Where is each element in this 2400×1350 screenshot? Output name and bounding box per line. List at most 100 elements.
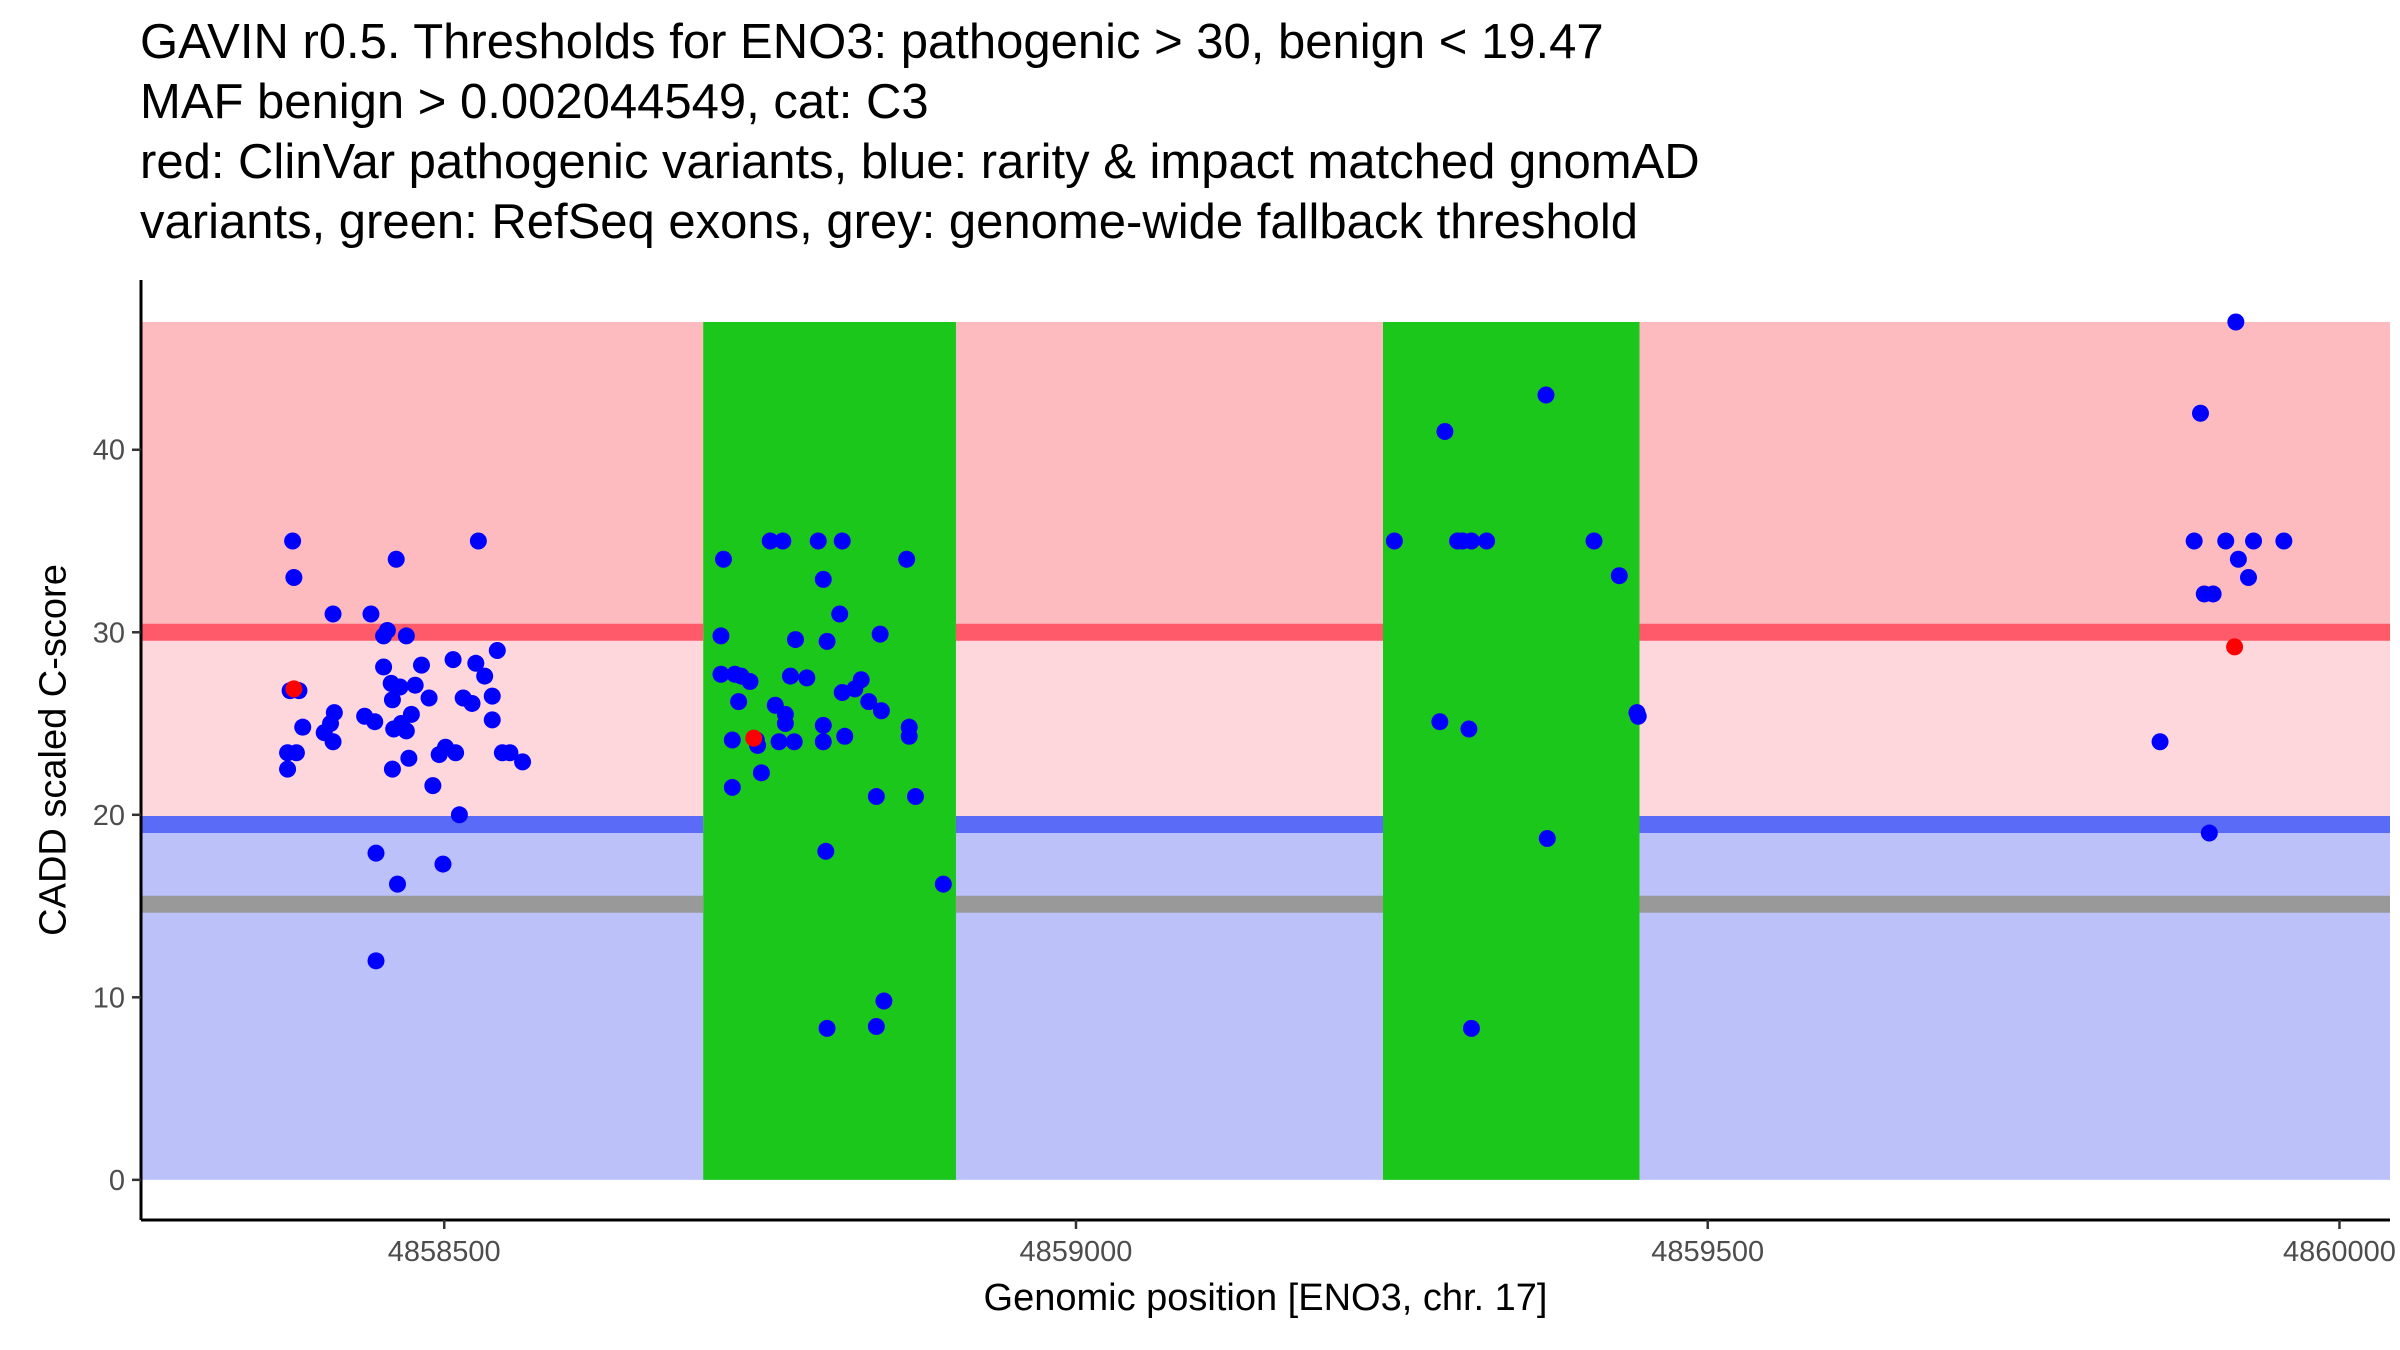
gnomad-point-116 — [2151, 733, 2169, 751]
gnomad-point-28 — [391, 678, 409, 696]
exon-region-1 — [703, 321, 956, 1180]
gnomad-point-14 — [362, 605, 380, 623]
y-tick-label-20: 20 — [93, 800, 125, 832]
gnomad-point-122 — [2217, 532, 2235, 550]
gnomad-point-47 — [469, 532, 487, 550]
gnomad-point-76 — [798, 669, 816, 687]
gnomad-point-99 — [907, 788, 925, 806]
gnomad-point-115 — [1629, 707, 1647, 725]
gnomad-point-48 — [476, 667, 494, 685]
threshold-bands — [141, 321, 2390, 1180]
gnomad-point-83 — [818, 1019, 836, 1037]
gnomad-point-39 — [434, 855, 452, 873]
gnomad-point-102 — [1431, 713, 1449, 731]
gnomad-point-13 — [325, 704, 343, 722]
gnomad-point-78 — [814, 570, 832, 588]
benign-zone — [141, 824, 2390, 1180]
gnomad-point-79 — [818, 632, 836, 650]
gnomad-point-41 — [444, 651, 462, 669]
gnomad-point-43 — [450, 806, 468, 824]
gnomad-point-20 — [378, 621, 396, 639]
x-tick-label-4860000: 4860000 — [2283, 1236, 2396, 1268]
gnomad-point-7 — [287, 744, 305, 762]
gnomad-point-75 — [786, 631, 804, 649]
data-points — [279, 313, 2293, 1037]
gnomad-point-93 — [871, 625, 889, 643]
gnomad-point-35 — [412, 656, 430, 674]
gnomad-point-1 — [284, 532, 302, 550]
gnomad-point-18 — [367, 844, 385, 862]
gnomad-point-113 — [1610, 567, 1628, 585]
x-axis-title: Genomic position [ENO3, chr. 17] — [984, 1277, 1548, 1319]
gnomad-point-60 — [723, 731, 741, 749]
gnomad-point-31 — [400, 749, 418, 767]
gnomad-point-5 — [294, 718, 312, 736]
title-line-1: GAVIN r0.5. Thresholds for ENO3: pathoge… — [140, 15, 1604, 69]
gnomad-point-37 — [424, 777, 442, 795]
intermediate-zone — [141, 632, 2390, 825]
gnomad-point-33 — [402, 705, 420, 723]
title-line-4: variants, green: RefSeq exons, grey: gen… — [140, 195, 1639, 249]
gnomad-point-84 — [833, 532, 851, 550]
gnomad-point-23 — [383, 691, 401, 709]
gnomad-point-34 — [406, 676, 424, 694]
gnomad-point-112 — [1585, 532, 1603, 550]
gnomad-point-54 — [514, 753, 532, 771]
gnomad-point-27 — [388, 875, 406, 893]
y-tick-label-0: 0 — [109, 1165, 125, 1197]
gnomad-point-12 — [324, 733, 342, 751]
gnomad-point-36 — [420, 689, 438, 707]
gnomad-point-62 — [730, 693, 748, 711]
gnomad-point-67 — [761, 532, 779, 550]
gnomad-point-65 — [752, 764, 770, 782]
gnomad-point-117 — [2185, 532, 2203, 550]
x-tick-label-4859000: 4859000 — [1020, 1236, 1133, 1268]
gnomad-point-2 — [285, 569, 303, 587]
pathogenic-zone — [141, 321, 2390, 633]
clinvar-point-1 — [285, 680, 303, 698]
gnomad-point-9 — [324, 605, 342, 623]
gnomad-point-87 — [836, 727, 854, 745]
gnomad-point-42 — [447, 744, 465, 762]
clinvar-point-3 — [2226, 638, 2244, 656]
gnomad-point-82 — [817, 842, 835, 860]
gnomad-point-26 — [387, 550, 405, 568]
gnomad-point-95 — [875, 992, 893, 1010]
y-tick-label-40: 40 — [93, 435, 125, 467]
gnomad-point-51 — [488, 642, 506, 660]
gnomad-point-46 — [467, 654, 485, 672]
gnomad-point-124 — [2229, 550, 2247, 568]
gnomad-point-21 — [375, 658, 393, 676]
gnomad-point-63 — [741, 673, 759, 691]
title-line-2: MAF benign > 0.002044549, cat: C3 — [140, 75, 929, 129]
gnomad-point-50 — [483, 687, 501, 705]
gnomad-point-123 — [2227, 313, 2245, 331]
gnomad-point-110 — [1537, 386, 1555, 404]
x-tick-label-4858500: 4858500 — [388, 1236, 501, 1268]
gnomad-point-85 — [831, 605, 849, 623]
gnomad-point-107 — [1462, 532, 1480, 550]
gnomad-point-91 — [867, 788, 885, 806]
gnomad-point-61 — [723, 778, 741, 796]
gnomad-point-101 — [1385, 532, 1403, 550]
gnomad-point-103 — [1436, 422, 1454, 440]
gnomad-point-16 — [366, 713, 384, 731]
chart-title: GAVIN r0.5. Thresholds for ENO3: pathoge… — [140, 12, 2340, 252]
gnomad-point-96 — [898, 550, 916, 568]
gnomad-point-74 — [785, 733, 803, 751]
gnomad-point-55 — [712, 627, 730, 645]
gnomad-point-127 — [2275, 532, 2293, 550]
gnomad-point-72 — [776, 705, 794, 723]
gnomad-point-108 — [1462, 1019, 1480, 1037]
gnomad-point-73 — [781, 667, 799, 685]
gnomad-point-81 — [814, 733, 832, 751]
gnomad-point-89 — [852, 671, 870, 689]
gnomad-point-8 — [279, 760, 297, 778]
title-line-3: red: ClinVar pathogenic variants, blue: … — [140, 135, 1700, 189]
threshold-lines — [141, 623, 2390, 913]
gnomad-point-77 — [809, 532, 827, 550]
axes: 0 10 20 30 40 4858500 4859000 4859500 4860000 — [93, 280, 2396, 1268]
gnomad-point-94 — [872, 702, 890, 720]
gnomad-point-25 — [383, 760, 401, 778]
gnomad-point-49 — [483, 711, 501, 729]
